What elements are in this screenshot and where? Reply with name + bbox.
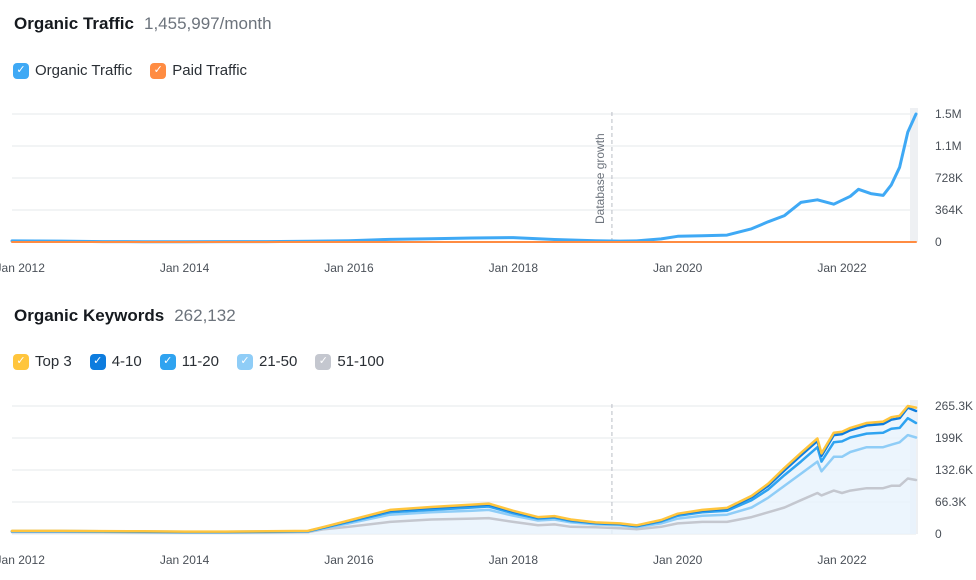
y-tick-label: 199K (935, 431, 963, 445)
y-tick-label: 132.6K (935, 463, 973, 477)
legend-label: 4-10 (111, 353, 142, 370)
check-icon[interactable]: ✓ (237, 353, 253, 370)
legend-label: Top 3 (35, 353, 72, 370)
legend-51-100[interactable]: ✓ 51-100 (315, 353, 384, 370)
y-tick-label: 265.3K (935, 399, 973, 413)
organic-traffic-value: 1,455,997/month (143, 14, 272, 33)
check-icon[interactable]: ✓ (89, 353, 106, 370)
organic-keywords-header: Organic Keywords 262,132 (14, 306, 236, 326)
legend-label: Organic Traffic (35, 62, 133, 79)
organic-keywords-section: Organic Keywords 262,132 ✓ Top 3 ✓ 4-10 … (0, 292, 976, 580)
x-tick-label: Jan 2020 (653, 553, 703, 567)
x-tick-label: Jan 2020 (653, 261, 703, 275)
x-tick-label: Jan 2012 (0, 261, 45, 275)
check-icon[interactable]: ✓ (159, 353, 176, 370)
legend-organic-traffic[interactable]: ✓ Organic Traffic (13, 62, 132, 79)
series-line-top-3[interactable] (10, 404, 918, 533)
legend-label: 21-50 (259, 353, 298, 370)
y-tick-label: 66.3K (935, 495, 966, 509)
y-tick-label: 728K (935, 171, 963, 185)
organic-traffic-chart[interactable]: 1.5M 1.1M 728K 364K 0 Jan 2012 Jan 2014 Jan 201… (0, 98, 976, 288)
organic-traffic-title: Organic Traffic (14, 14, 134, 33)
organic-traffic-legend: ✓ Organic Traffic ✓ Paid Traffic (13, 62, 247, 79)
x-tick-label: Jan 2022 (817, 261, 867, 275)
y-tick-label: 1.1M (935, 139, 962, 153)
check-icon[interactable]: ✓ (13, 353, 29, 370)
organic-keywords-value: 262,132 (174, 306, 236, 325)
x-tick-label: Jan 2012 (0, 553, 45, 567)
legend-label: Paid Traffic (172, 62, 248, 79)
database-growth-label: Database growth (593, 133, 607, 224)
current-period-band (910, 108, 918, 242)
organic-traffic-header: Organic Traffic 1,455,997/month (14, 14, 272, 34)
check-icon[interactable]: ✓ (315, 353, 332, 370)
legend-4-10[interactable]: ✓ 4-10 (89, 353, 142, 370)
x-tick-label: Jan 2014 (160, 553, 210, 567)
x-tick-label: Jan 2014 (160, 261, 210, 275)
legend-11-20[interactable]: ✓ 11-20 (159, 353, 219, 370)
x-tick-label: Jan 2016 (324, 553, 374, 567)
legend-top-3[interactable]: ✓ Top 3 (13, 353, 72, 370)
x-tick-label: Jan 2018 (489, 553, 539, 567)
y-tick-label: 0 (935, 527, 942, 541)
x-tick-label: Jan 2016 (324, 261, 374, 275)
y-tick-label: 0 (935, 235, 942, 249)
x-tick-label: Jan 2018 (489, 261, 539, 275)
x-tick-label: Jan 2022 (817, 553, 867, 567)
check-icon[interactable]: ✓ (13, 62, 29, 79)
organic-keywords-title: Organic Keywords (14, 306, 165, 325)
organic-traffic-section: Organic Traffic 1,455,997/month ✓ Organi… (0, 14, 976, 288)
legend-label: 51-100 (337, 353, 385, 370)
legend-21-50[interactable]: ✓ 21-50 (237, 353, 297, 370)
organic-keywords-legend: ✓ Top 3 ✓ 4-10 ✓ 11-20 ✓ 21-50 ✓ 51-100 (13, 353, 384, 370)
y-tick-label: 364K (935, 203, 963, 217)
organic-keywords-chart[interactable]: 265.3K 199K 132.6K 66.3K 0 Jan 2012 Jan 2014 Ja… (0, 390, 976, 580)
legend-label: 11-20 (181, 353, 219, 370)
legend-paid-traffic[interactable]: ✓ Paid Traffic (150, 62, 247, 79)
check-icon[interactable]: ✓ (150, 62, 167, 79)
y-tick-label: 1.5M (935, 107, 962, 121)
